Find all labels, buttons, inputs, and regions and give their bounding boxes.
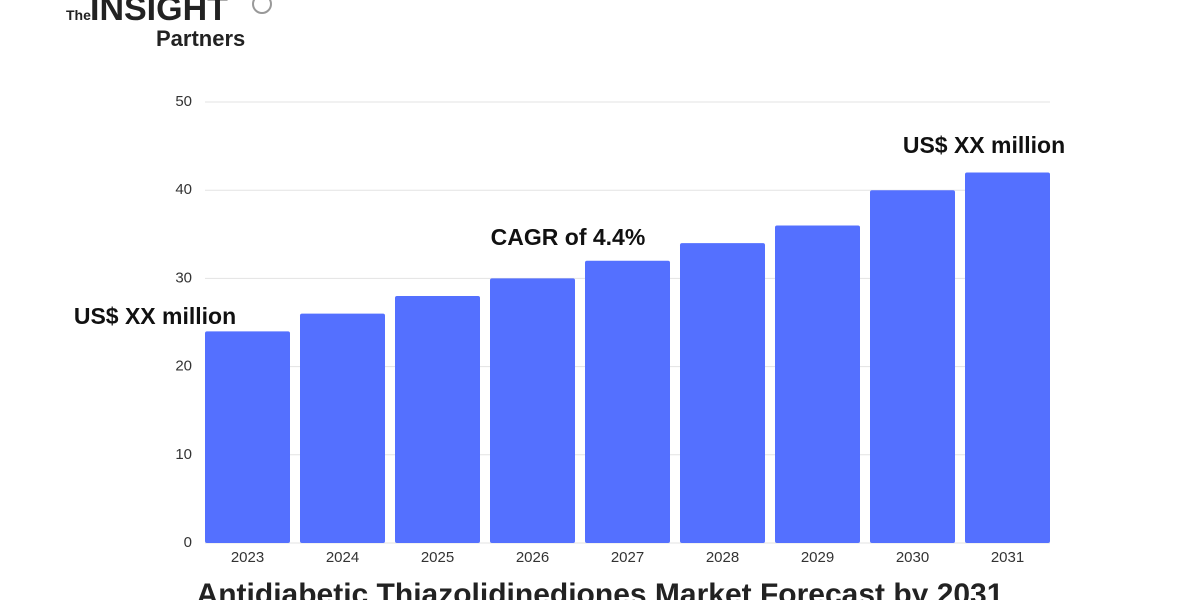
y-tick-label: 50: [175, 93, 192, 110]
x-tick-label: 2030: [896, 549, 929, 566]
x-tick-label: 2024: [326, 549, 359, 566]
bar: [205, 331, 290, 543]
annotation: CAGR of 4.4%: [491, 224, 646, 250]
bar: [775, 225, 860, 544]
logo-text: The: [66, 7, 91, 23]
x-tick-label: 2026: [516, 549, 549, 566]
x-tick-label: 2028: [706, 549, 739, 566]
y-tick-label: 10: [175, 446, 192, 463]
bar: [965, 172, 1050, 543]
annotation: US$ XX million: [74, 303, 236, 329]
bar: [395, 296, 480, 543]
bar: [300, 313, 385, 543]
bar: [490, 278, 575, 543]
bar: [585, 260, 670, 543]
x-tick-label: 2031: [991, 549, 1024, 566]
y-tick-label: 20: [175, 358, 192, 375]
logo-text: INSIGHT: [90, 0, 228, 28]
logo-icon: [252, 0, 272, 14]
bar: [680, 243, 765, 543]
annotation: US$ XX million: [903, 132, 1065, 158]
x-tick-label: 2023: [231, 549, 264, 566]
logo-text: Partners: [156, 26, 245, 51]
y-tick-label: 30: [175, 269, 192, 286]
x-tick-label: 2025: [421, 549, 454, 566]
logo: The INSIGHT Partners: [66, 0, 272, 51]
y-tick-label: 40: [175, 181, 192, 198]
bar: [870, 190, 955, 543]
y-tick-label: 0: [184, 534, 192, 551]
chart-title: Antidiabetic Thiazolidinediones Market F…: [197, 578, 1004, 600]
x-tick-label: 2029: [801, 549, 834, 566]
x-tick-label: 2027: [611, 549, 644, 566]
